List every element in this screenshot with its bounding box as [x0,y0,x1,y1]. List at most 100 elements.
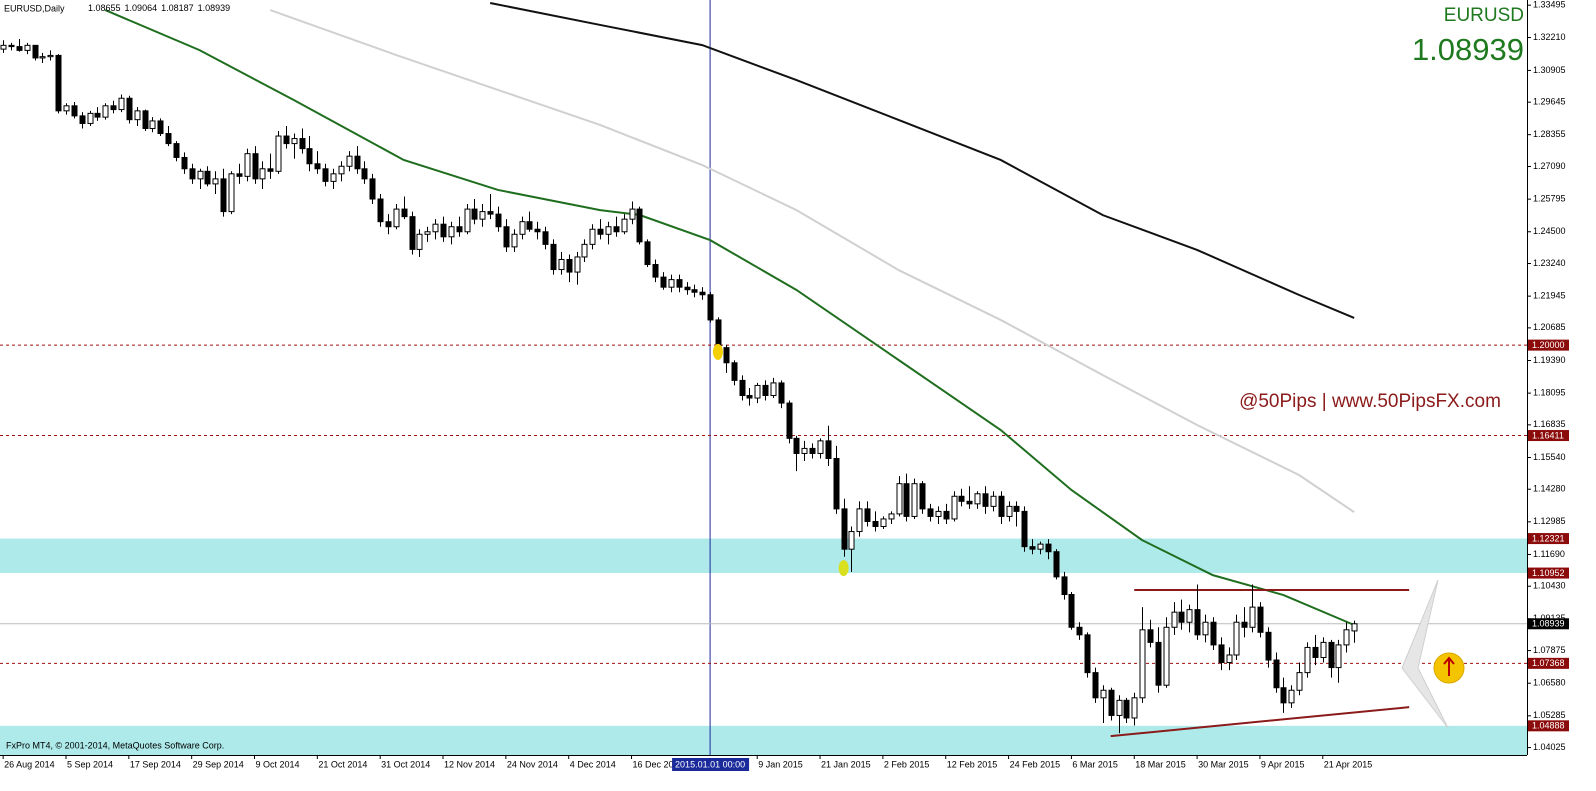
y-tick-label: 1.30905 [1533,65,1566,75]
y-tick-label: 1.28355 [1533,129,1566,139]
watermark: @50Pips | www.50PipsFX.com [1239,391,1501,412]
candle-body [102,105,109,118]
x-tick-label: 26 Aug 2014 [4,759,55,769]
x-tick-label: 9 Apr 2015 [1261,759,1305,769]
candle-body [1226,654,1233,664]
x-tick-label: 6 Mar 2015 [1072,759,1118,769]
candle-body [71,105,78,117]
candle-body [746,395,753,399]
x-tick-label: 24 Nov 2014 [507,759,558,769]
x-tick-label: 9 Jan 2015 [758,759,803,769]
candle-body [204,170,211,185]
candle-body [409,216,416,250]
candle-body [542,231,549,245]
candle-body [377,198,384,223]
candle-body [707,294,714,321]
candle-body [134,110,141,121]
candle-body [1249,606,1256,628]
x-tick-label: 18 Mar 2015 [1135,759,1186,769]
candle-body [1257,606,1264,633]
candle-body [55,54,62,112]
candle-body [511,233,518,248]
level-box [1528,339,1569,351]
candle-body [1013,505,1020,512]
candle-body [165,133,172,145]
candle-body [369,178,376,200]
candle-body [149,120,156,129]
candle-body [833,457,840,510]
candle-body [613,226,620,233]
candle-body [244,153,251,177]
y-tick-label: 1.07875 [1533,645,1566,655]
zones [0,538,1527,755]
y-tick-label: 1.16835 [1533,419,1566,429]
level-label: 1.16411 [1532,430,1564,440]
candle-body [668,279,675,288]
candle-body [723,347,730,364]
candle-body [1296,672,1303,691]
candle-body [1178,611,1185,623]
ohlc-value: 1.08187 [161,3,194,13]
y-tick-label: 1.12985 [1533,516,1566,526]
candle-body [903,483,910,517]
price-box [1528,618,1569,630]
moving-average [269,9,1355,513]
candle-body [1037,543,1044,550]
candle-body [825,440,832,459]
candle-body [322,168,329,182]
candle-body [715,319,722,349]
candle-body [754,384,761,399]
candle-body [47,54,54,58]
x-tick-label: 4 Dec 2014 [570,759,616,769]
candle-body [110,105,117,111]
candle-body [181,156,188,170]
candle-body [998,495,1005,517]
candle-body [126,97,133,121]
candle-body [0,44,7,50]
candle-body [385,221,392,228]
level-label: 1.07368 [1532,658,1565,668]
candle-body [1053,551,1060,578]
candle-body [314,163,321,170]
zone-label: 1.04888 [1532,721,1565,731]
candle-body [212,178,219,185]
candle-body [1131,697,1138,719]
candle-body [299,138,306,150]
candle-body [770,382,777,397]
candle-body [220,178,227,213]
candle-body [338,165,345,175]
candle-body [534,228,541,233]
candle-body [864,508,871,522]
candle-body [974,493,981,505]
candle-body [1068,594,1075,628]
candle-body [1265,631,1272,661]
x-tick-label: 21 Jan 2015 [821,759,871,769]
candle-body [966,500,973,505]
y-tick-label: 1.33495 [1533,0,1566,10]
y-tick-label: 1.27090 [1533,161,1566,171]
candle-body [16,46,23,51]
candle-body [1045,543,1052,553]
candle-body [1147,629,1154,643]
candle-body [252,153,259,180]
y-tick-label: 1.24500 [1533,226,1566,236]
candle-body [440,223,447,238]
candle-body [1328,641,1335,669]
trendline [1110,706,1410,738]
y-tick-label: 1.29645 [1533,97,1566,107]
candle-body [259,168,266,180]
candle-body [739,379,746,397]
candle-body [63,105,70,112]
x-tick-label: 12 Nov 2014 [444,759,495,769]
candle-body [982,493,989,507]
moving-average [489,2,1355,319]
candle-body [1194,609,1201,636]
x-tick-label: 17 Sep 2014 [130,759,181,769]
candle-body [605,226,612,235]
y-tick-label: 1.18095 [1533,387,1566,397]
candle-body [644,241,651,266]
axes: 1.33495 1.32210 1.30905 1.29645 1.28355 1.270… [0,0,1569,771]
candle-body [817,440,824,454]
copyright: FxPro MT4, © 2001-2014, MetaQuotes Softw… [6,740,224,750]
